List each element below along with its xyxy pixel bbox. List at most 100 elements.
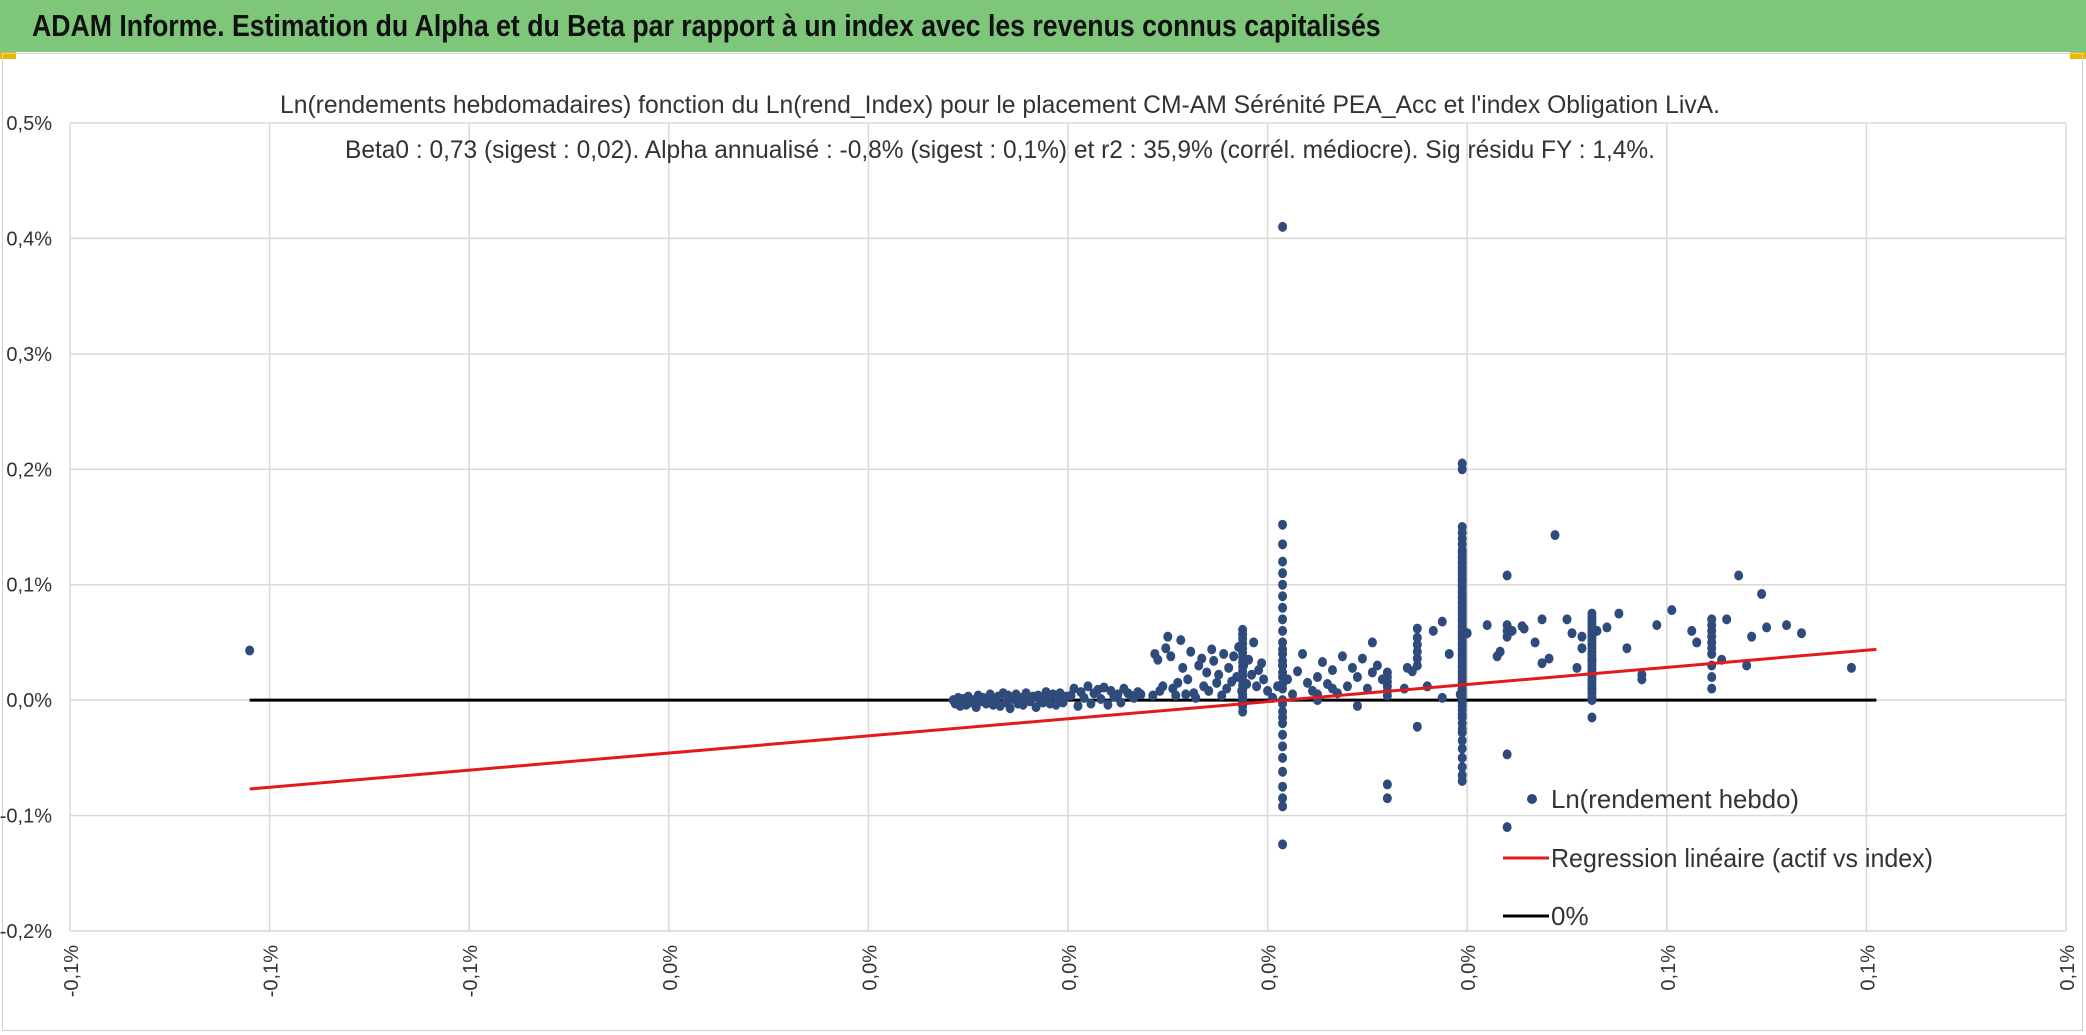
x-tick-label: -0,1% — [460, 945, 482, 997]
x-tick-label: 0,0% — [1458, 945, 1480, 991]
data-point — [1278, 556, 1288, 567]
data-point — [1161, 643, 1171, 654]
legend: Ln(rendement hebdo) Regression linéaire … — [1503, 784, 1933, 931]
data-point — [1214, 669, 1224, 680]
x-tick-label: 0,0% — [660, 945, 682, 991]
x-tick-label: 0,1% — [1658, 945, 1680, 991]
data-point — [1278, 591, 1288, 602]
data-point — [1457, 752, 1467, 763]
data-point — [1278, 712, 1288, 723]
y-tick-label: 0,4% — [6, 228, 52, 250]
data-point — [1148, 690, 1158, 701]
data-point — [1278, 752, 1288, 763]
data-point — [1382, 779, 1392, 790]
data-point — [1347, 662, 1357, 673]
data-point — [1278, 644, 1288, 655]
data-point — [1457, 458, 1467, 469]
data-point — [1136, 689, 1146, 700]
y-tick-label: 0,3% — [6, 344, 52, 366]
data-point — [1537, 658, 1547, 669]
data-point — [1313, 672, 1322, 683]
data-point — [1437, 692, 1447, 703]
axis-layer: -0,1% -0,1% -0,1% 0,0% 0,0% 0,0% 0,0% 0,0% 0,1% 0… — [0, 113, 2079, 997]
data-point — [1278, 579, 1288, 590]
data-point — [1202, 667, 1212, 678]
y-tick-label: 0,0% — [6, 690, 52, 712]
data-point — [1005, 703, 1015, 714]
x-tick-label: -0,1% — [261, 945, 283, 997]
data-point — [1083, 681, 1093, 692]
data-point — [1327, 683, 1337, 694]
data-point — [1031, 702, 1041, 713]
header-bar: ADAM Informe. Estimation du Alpha et du … — [0, 0, 2086, 52]
data-point — [245, 645, 255, 656]
data-point — [1278, 568, 1288, 579]
data-point — [1278, 729, 1288, 740]
data-point — [1247, 669, 1257, 680]
data-point — [1492, 651, 1502, 662]
data-point — [1457, 770, 1467, 781]
data-point — [1687, 625, 1697, 636]
data-point — [1707, 683, 1717, 694]
legend-label-zero: 0% — [1551, 901, 1589, 931]
data-point — [1278, 667, 1288, 678]
data-point — [1183, 674, 1193, 685]
data-point — [1602, 622, 1612, 633]
data-point — [1412, 653, 1422, 664]
data-point — [1797, 628, 1807, 639]
data-point — [1238, 706, 1248, 717]
chart-title-line1: Ln(rendements hebdomadaires) fonction du… — [280, 91, 1720, 119]
data-point — [1502, 749, 1512, 760]
data-point — [1178, 662, 1188, 673]
data-point — [1482, 620, 1492, 631]
data-point — [1782, 620, 1792, 631]
data-point — [1562, 614, 1572, 625]
data-point — [1352, 672, 1362, 683]
regression-line — [249, 647, 1877, 791]
data-point — [1303, 677, 1313, 688]
data-point — [1667, 605, 1677, 616]
y-tick-label: 0,2% — [6, 459, 52, 481]
x-tick-label: 0,1% — [1857, 945, 1879, 991]
data-point — [1278, 655, 1288, 666]
data-point — [1257, 658, 1267, 669]
data-point — [1278, 637, 1288, 648]
data-point — [1382, 667, 1392, 678]
data-point — [1207, 644, 1217, 655]
points-layer — [245, 221, 1856, 850]
data-point — [1176, 635, 1186, 646]
data-point — [1181, 689, 1191, 700]
data-point — [1572, 662, 1582, 673]
data-point — [1530, 637, 1540, 648]
corner-marker-tl — [0, 52, 16, 59]
data-point — [1278, 625, 1288, 636]
data-point — [1412, 623, 1422, 634]
data-point — [1457, 735, 1467, 746]
data-point — [1372, 660, 1382, 671]
data-point — [1502, 570, 1512, 581]
data-point — [1278, 801, 1288, 812]
data-point — [1362, 683, 1372, 694]
data-point — [1278, 539, 1288, 550]
data-point — [1278, 678, 1288, 689]
data-point — [1707, 672, 1717, 683]
data-point — [1224, 662, 1234, 673]
y-tick-label: 0,1% — [6, 575, 52, 597]
data-point — [1217, 690, 1227, 701]
data-point — [1342, 681, 1352, 692]
data-point — [1327, 665, 1337, 676]
data-point — [1742, 660, 1752, 671]
data-point — [1412, 721, 1422, 732]
data-point — [1103, 699, 1113, 710]
data-point — [1507, 625, 1517, 636]
data-point — [1278, 221, 1288, 232]
data-point — [1171, 690, 1181, 701]
data-point — [1402, 662, 1412, 673]
data-point — [1099, 682, 1109, 693]
legend-marker-points — [1527, 794, 1537, 804]
data-point — [1762, 622, 1772, 633]
data-point — [1278, 781, 1288, 792]
data-point — [1278, 741, 1288, 752]
x-tick-label: 0,0% — [1059, 945, 1081, 991]
data-point — [1357, 653, 1367, 664]
